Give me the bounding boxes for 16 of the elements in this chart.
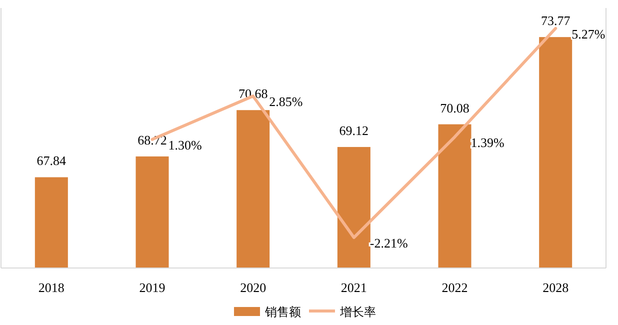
data-label: 67.84 [36, 153, 67, 168]
legend-label: 销售额 [264, 305, 301, 319]
legend-label: 增长率 [339, 305, 376, 319]
x-tick-label: 2018 [38, 280, 64, 295]
data-label: 5.27% [572, 26, 606, 42]
data-label: 73.77 [540, 13, 571, 28]
x-tick-label: 2022 [442, 280, 468, 295]
x-tick-label: 2019 [139, 280, 166, 295]
data-label: 70.08 [440, 100, 470, 116]
data-label: 1.30% [168, 137, 202, 152]
x-tick-label: 2021 [340, 280, 367, 295]
x-tick-label: 2020 [240, 280, 266, 295]
x-tick-label: 2028 [542, 280, 569, 295]
data-label: 2.85% [269, 94, 303, 110]
data-label: 69.12 [339, 122, 369, 138]
data-label: 1.39% [470, 134, 504, 150]
